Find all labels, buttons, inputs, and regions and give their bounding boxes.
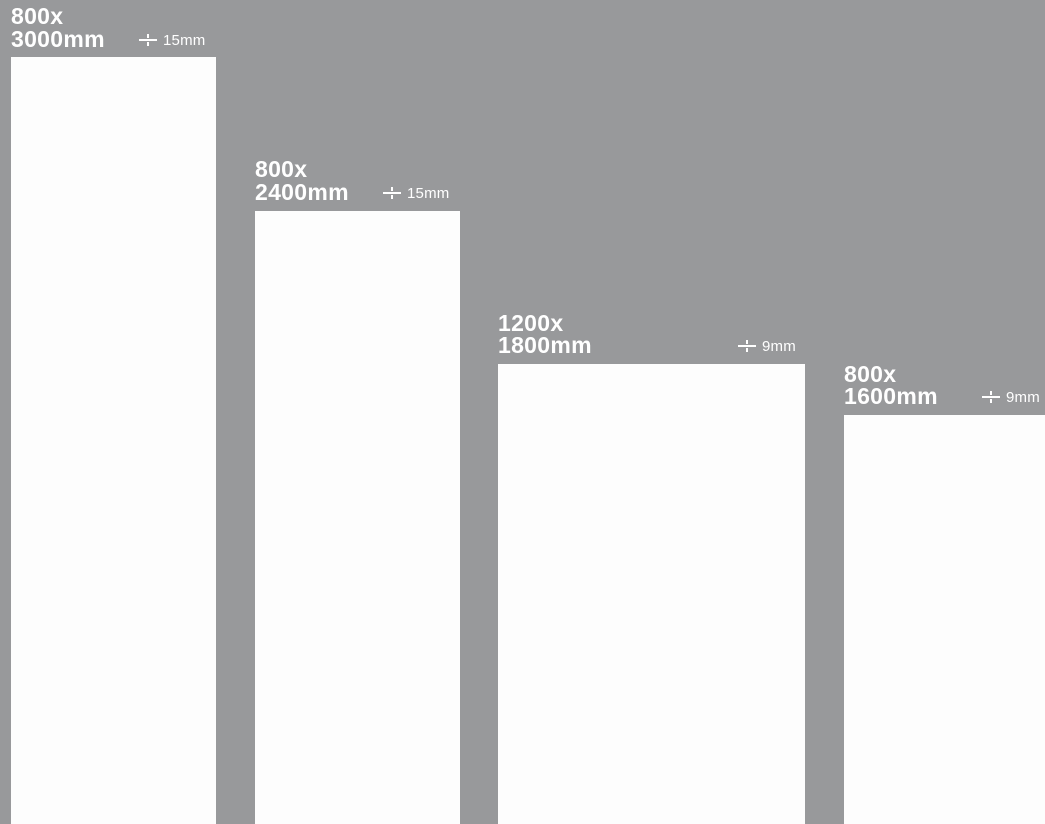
panel-rectangle	[255, 211, 460, 824]
panel-rectangle	[844, 415, 1045, 824]
panel-thickness-label: 15mm	[163, 31, 206, 49]
panel-height-label: 1600mm	[844, 383, 938, 409]
panel-thickness: 9mm	[982, 388, 1040, 406]
panel-height-label: 2400mm	[255, 179, 349, 205]
thickness-icon	[139, 33, 157, 47]
panel-width-label: 800x	[11, 3, 64, 29]
panel-width-label: 800x	[255, 156, 308, 182]
panel-thickness-label: 15mm	[407, 184, 450, 202]
panel-height-label: 1800mm	[498, 332, 592, 358]
panel-width-label: 800x	[844, 361, 897, 387]
panel-thickness: 15mm	[139, 31, 206, 49]
thickness-icon	[738, 339, 756, 353]
thickness-icon	[982, 390, 1000, 404]
panel-width-label: 1200x	[498, 310, 564, 336]
panel-height-label: 3000mm	[11, 26, 105, 52]
thickness-icon	[383, 186, 401, 200]
panel-thickness: 9mm	[738, 337, 796, 355]
panel-thickness: 15mm	[383, 184, 450, 202]
panel-rectangle	[11, 57, 216, 824]
panel-thickness-label: 9mm	[762, 337, 796, 355]
panel-rectangle	[498, 364, 805, 824]
panel-thickness-label: 9mm	[1006, 388, 1040, 406]
